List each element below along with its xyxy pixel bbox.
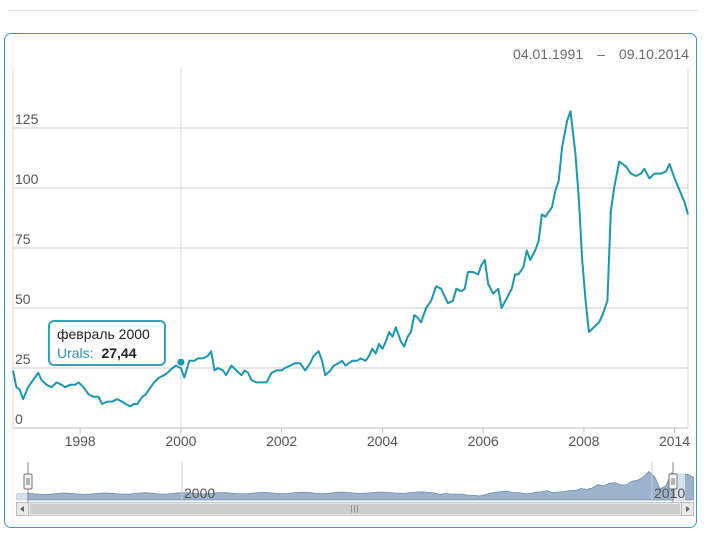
x-tick-label: 2008 — [568, 433, 599, 449]
tooltip: февраль 2000 Urals: 27,44 — [48, 320, 166, 366]
tooltip-series-name: Urals — [57, 345, 90, 361]
tooltip-value: 27,44 — [101, 345, 137, 361]
highlight-point-marker[interactable] — [176, 357, 186, 367]
top-divider — [8, 10, 698, 11]
y-tick-label: 125 — [15, 111, 39, 127]
navigator-handle-left[interactable] — [23, 473, 33, 490]
scrollbar-grip-icon: ||| — [350, 504, 360, 513]
navigator-area — [16, 470, 694, 501]
tooltip-separator: : — [89, 345, 94, 361]
x-tick-label: 2000 — [165, 433, 196, 449]
date-range-display[interactable]: 04.01.1991 – 09.10.2014 — [513, 46, 689, 62]
scrollbar-thumb[interactable]: ||| — [30, 504, 680, 514]
date-from[interactable]: 04.01.1991 — [513, 46, 584, 62]
x-tick-label: 2002 — [266, 433, 297, 449]
y-tick-label: 0 — [15, 411, 23, 427]
tooltip-title: февраль 2000 — [57, 326, 150, 342]
date-to[interactable]: 09.10.2014 — [618, 46, 689, 62]
navigator-handle-right[interactable] — [668, 473, 678, 490]
navigator-label: 2010 — [654, 485, 685, 501]
navigator-mask-left — [16, 462, 28, 502]
x-tick-label: 2014 — [659, 433, 690, 449]
navigator-label: 2000 — [184, 485, 215, 501]
date-separator: – — [597, 46, 605, 62]
x-tick-label: 1998 — [65, 433, 96, 449]
series-line-urals[interactable] — [12, 110, 689, 408]
y-tick-label: 25 — [15, 351, 31, 367]
navigator-mask-right — [673, 462, 685, 502]
chart-container — [4, 33, 697, 528]
y-tick-label: 75 — [15, 231, 31, 247]
y-tick-label: 100 — [15, 171, 39, 187]
x-tick-label: 2006 — [468, 433, 499, 449]
scroll-right-button[interactable] — [681, 502, 694, 516]
navigator[interactable]: 2000 2010 — [16, 462, 694, 502]
x-tick-label: 2004 — [367, 433, 398, 449]
y-tick-label: 50 — [15, 291, 31, 307]
scroll-left-button[interactable] — [16, 502, 29, 516]
scrollbar[interactable]: ||| — [16, 502, 694, 516]
